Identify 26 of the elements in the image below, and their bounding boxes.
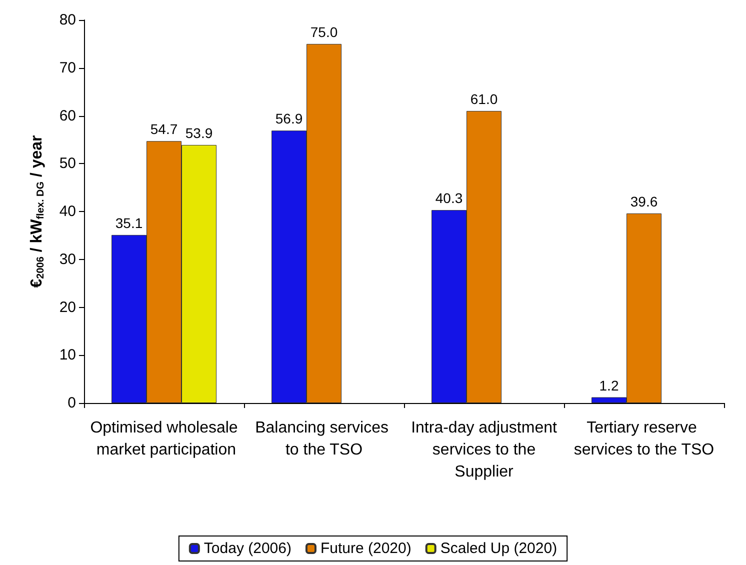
x-tick-label: Tertiary reserve services to the TSO (574, 420, 714, 458)
y-axis-title: €2006 / kWflex. DG / year (28, 135, 46, 288)
y-tick-label: 80 (59, 12, 76, 28)
data-label: 75.0 (310, 24, 338, 40)
data-label: 56.9 (275, 110, 303, 127)
data-label: 40.3 (435, 190, 463, 206)
y-tick-label: 0 (68, 394, 76, 412)
data-label: 39.6 (630, 193, 658, 210)
legend-label: Today (2006) (204, 540, 292, 557)
data-label: 53.9 (185, 124, 213, 141)
y-tick-label: 70 (59, 59, 76, 76)
data-label: 35.1 (115, 214, 143, 231)
data-label: 1.2 (599, 377, 619, 394)
y-tick-label: 20 (59, 298, 76, 316)
data-label: 61.0 (470, 90, 498, 107)
y-tick-label: 10 (59, 346, 76, 364)
data-label: 54.7 (150, 121, 178, 138)
y-tick-label: 50 (59, 155, 76, 172)
y-tick-label: 40 (59, 203, 76, 220)
legend-label: Future (2020) (320, 540, 412, 557)
x-tick-label: Optimised wholesale market participation (90, 420, 238, 458)
y-tick-label: 30 (59, 250, 76, 268)
legend-label: Scaled Up (2020) (440, 540, 558, 557)
y-tick-label: 60 (59, 107, 76, 124)
x-tick-label: Intra-day adjustment services to the Supplier (411, 420, 558, 480)
x-tick-label: Balancing services to the TSO (255, 420, 393, 458)
